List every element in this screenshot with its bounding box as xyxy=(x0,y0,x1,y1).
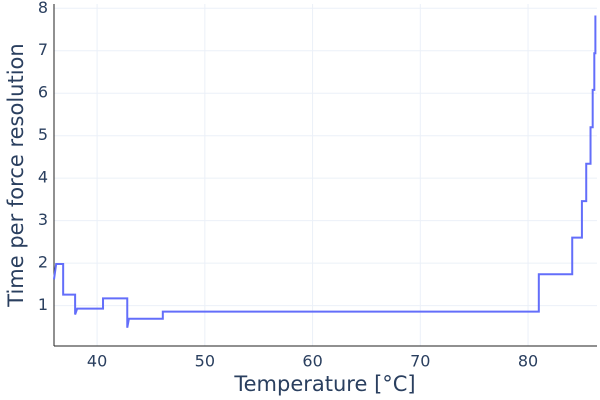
y-tick-label: 1 xyxy=(38,295,48,314)
y-tick-label: 3 xyxy=(38,210,48,229)
x-tick-label: 80 xyxy=(518,352,538,371)
y-tick-label: 2 xyxy=(38,253,48,272)
x-tick-label: 60 xyxy=(302,352,322,371)
y-tick-label: 4 xyxy=(38,168,48,187)
y-tick-label: 8 xyxy=(38,0,48,17)
y-tick-label: 5 xyxy=(38,125,48,144)
x-tick-label: 40 xyxy=(87,352,107,371)
x-axis-title: Temperature [°C] xyxy=(233,372,415,396)
x-tick-label: 50 xyxy=(195,352,215,371)
y-axis-title: Time per force resolution xyxy=(4,43,28,307)
line-series xyxy=(53,15,597,328)
x-tick-label: 70 xyxy=(410,352,430,371)
y-tick-label: 7 xyxy=(38,40,48,59)
y-tick-label: 6 xyxy=(38,83,48,102)
